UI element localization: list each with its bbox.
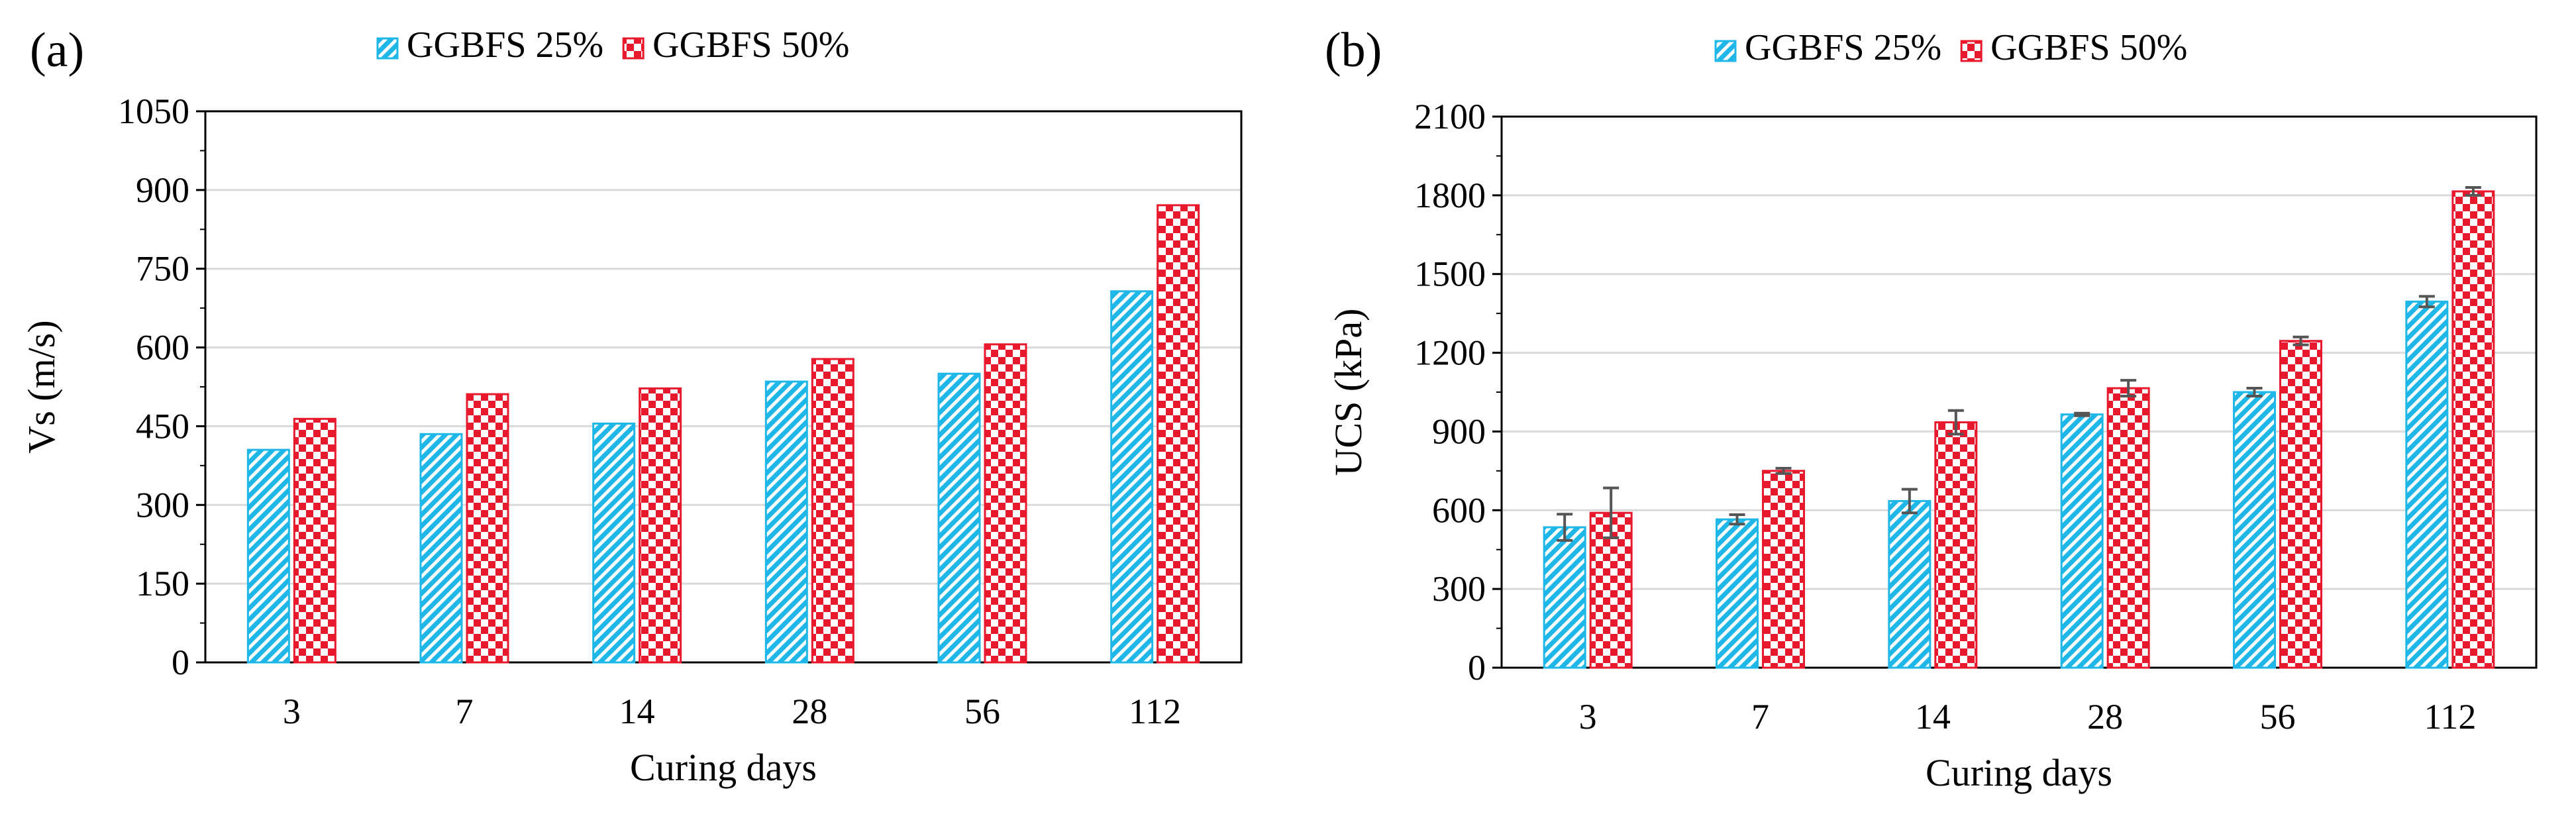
y-tick-label: 300 — [1432, 569, 1486, 609]
x-tick-label: 28 — [2087, 697, 2123, 737]
x-tick-label: 56 — [2260, 697, 2296, 737]
x-tick-label: 112 — [2424, 697, 2476, 737]
bar — [1543, 526, 1586, 669]
bar — [2451, 190, 2495, 669]
x-tick-label: 14 — [1915, 697, 1951, 737]
x-axis-title: Curing days — [1926, 751, 2112, 794]
y-tick-label: 600 — [136, 328, 189, 368]
bar — [2279, 340, 2322, 669]
legend-label: GGBFS 50% — [652, 25, 849, 66]
panel-label: (b) — [1325, 23, 1382, 77]
bar — [1157, 204, 1200, 664]
legend: GGBFS 25% GGBFS 50% — [1714, 27, 2187, 68]
y-tick-label: 150 — [136, 564, 189, 603]
y-tick-label: 900 — [136, 170, 189, 210]
bar — [1110, 290, 1154, 664]
chart-panel-a: (a) 0 150 300 450 600 750 900 1050 3 7 14 28 56 112 Cur… — [20, 23, 1243, 789]
x-tick-label: 28 — [792, 692, 827, 731]
legend-label: GGBFS 25% — [407, 25, 603, 66]
bar — [2405, 300, 2449, 669]
chart-panel-b: (b) 0 300 600 900 1200 1500 1800 2100 3 7 14 28 56 112… — [1325, 23, 2538, 794]
bar — [1762, 470, 1805, 669]
bar — [246, 448, 290, 664]
bar — [419, 433, 463, 664]
y-tick-label: 2100 — [1414, 97, 1486, 136]
y-tick-label: 300 — [136, 485, 189, 525]
x-tick-label: 14 — [619, 692, 655, 731]
y-tick-label: 1800 — [1414, 176, 1486, 215]
legend-label: GGBFS 50% — [1990, 27, 2187, 68]
bar — [764, 380, 808, 664]
bar — [2060, 413, 2104, 669]
legend-swatch — [1960, 40, 1983, 62]
y-axis-title: Vs (m/s) — [20, 320, 63, 453]
x-tick-label: 3 — [283, 692, 301, 731]
y-tick-label: 0 — [1468, 648, 1486, 688]
bar — [466, 393, 509, 664]
y-tick-label: 450 — [136, 406, 189, 446]
y-tick-label: 1500 — [1414, 254, 1486, 294]
x-tick-label: 56 — [964, 692, 1000, 731]
y-tick-label: 1050 — [118, 91, 189, 131]
plot-area-frame — [1500, 115, 2538, 669]
bar — [1934, 421, 1978, 669]
y-tick-label: 0 — [172, 643, 189, 682]
bar — [811, 358, 854, 664]
legend-swatch — [1714, 40, 1737, 62]
plot-area-frame — [204, 110, 1243, 664]
legend: GGBFS 25% GGBFS 50% — [376, 25, 849, 66]
legend-swatch — [622, 37, 644, 60]
x-tick-label: 7 — [1751, 697, 1769, 737]
x-tick-label: 112 — [1129, 692, 1181, 731]
bar — [2233, 391, 2276, 669]
y-axis-title: UCS (kPa) — [1327, 309, 1370, 476]
y-tick-label: 750 — [136, 249, 189, 289]
legend-swatch — [376, 37, 399, 60]
bar — [984, 343, 1027, 664]
y-tick-label: 900 — [1432, 411, 1486, 451]
bar — [937, 372, 981, 664]
x-tick-label: 3 — [1579, 697, 1597, 737]
y-tick-label: 600 — [1432, 490, 1486, 530]
bar — [592, 422, 636, 664]
y-tick-label: 1200 — [1414, 333, 1486, 373]
bar — [639, 387, 682, 664]
panel-label: (a) — [30, 23, 84, 77]
bar — [293, 417, 336, 664]
legend-label: GGBFS 25% — [1745, 27, 1941, 68]
x-axis-title: Curing days — [630, 746, 817, 789]
bar — [1888, 499, 1932, 669]
x-tick-label: 7 — [456, 692, 474, 731]
bar — [2106, 387, 2150, 669]
bar — [1716, 518, 1759, 669]
